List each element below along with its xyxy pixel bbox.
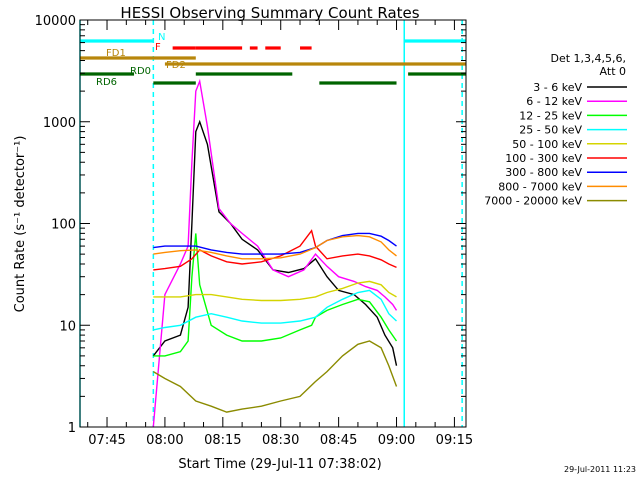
y-tick-label: 10 bbox=[59, 319, 76, 334]
legend-header-line: Att 0 bbox=[600, 65, 626, 78]
x-tick-label: 08:45 bbox=[320, 433, 357, 448]
flag-label-rd6: RD6 bbox=[96, 77, 117, 88]
flag-bars: NF FD1 FD2 RD0 RD6 bbox=[80, 32, 466, 88]
y-tick-label: 1 bbox=[68, 421, 76, 436]
flag-label-fd2: FD2 bbox=[166, 60, 186, 71]
series-line-7000-20000-kev bbox=[152, 340, 398, 413]
y-tick-label: 100 bbox=[51, 218, 76, 233]
x-tick-label: 07:45 bbox=[88, 433, 125, 448]
flag-label-rd0: RD0 bbox=[130, 66, 151, 77]
legend-label-25-50-kev: 25 - 50 keV bbox=[519, 124, 582, 137]
x-axis: 07:45 08:00 08:15 08:30 08:45 09:00 09:15 bbox=[87, 20, 473, 448]
flag-label-n: N bbox=[158, 32, 165, 43]
vertical-marker-lines bbox=[79, 20, 463, 427]
x-tick-label: 08:15 bbox=[204, 433, 241, 448]
legend-label-3-6-kev: 3 - 6 keV bbox=[533, 81, 582, 94]
series-line-300-800-kev bbox=[153, 232, 397, 255]
y-axis-label: Count Rate (s⁻¹ detector⁻¹) bbox=[13, 136, 28, 313]
legend-label-6-12-kev: 6 - 12 keV bbox=[526, 95, 582, 108]
y-tick-label: 10000 bbox=[35, 14, 76, 29]
x-axis-label: Start Time (29-Jul-11 07:38:02) bbox=[178, 457, 381, 472]
series-layer bbox=[152, 78, 398, 428]
x-tick-label: 09:00 bbox=[378, 433, 415, 448]
x-tick-label: 09:15 bbox=[436, 433, 473, 448]
legend-label-800-7000-kev: 800 - 7000 keV bbox=[498, 180, 582, 193]
series-line-100-300-kev bbox=[153, 229, 397, 271]
flag-label-f: F bbox=[155, 42, 161, 53]
flag-label-fd1: FD1 bbox=[106, 48, 126, 59]
series-line-800-7000-kev bbox=[153, 234, 397, 260]
legend-label-7000-20000-kev: 7000 - 20000 keV bbox=[484, 195, 582, 208]
plot-frame bbox=[79, 19, 467, 428]
series-line-12-25-kev bbox=[153, 233, 398, 357]
legend-label-12-25-kev: 12 - 25 keV bbox=[519, 109, 582, 122]
legend-label-50-100-kev: 50 - 100 keV bbox=[512, 138, 582, 151]
legend-header-line: Det 1,3,4,5,6, bbox=[550, 52, 626, 65]
y-axis: 1 10 100 1000 10000 bbox=[35, 14, 466, 436]
chart-title: HESSI Observing Summary Count Rates bbox=[120, 4, 419, 22]
series-line-50-100-kev bbox=[153, 280, 397, 302]
legend-label-300-800-kev: 300 - 800 keV bbox=[505, 166, 582, 179]
legend-label-100-300-kev: 100 - 300 keV bbox=[505, 152, 582, 165]
x-tick-label: 08:00 bbox=[146, 433, 183, 448]
y-tick-label: 1000 bbox=[43, 116, 76, 131]
generation-timestamp: 29-Jul-2011 11:23 bbox=[564, 465, 636, 474]
series-line-25-50-kev bbox=[153, 289, 397, 331]
series-line-3-6-kev bbox=[152, 119, 398, 366]
x-tick-label: 08:30 bbox=[262, 433, 299, 448]
